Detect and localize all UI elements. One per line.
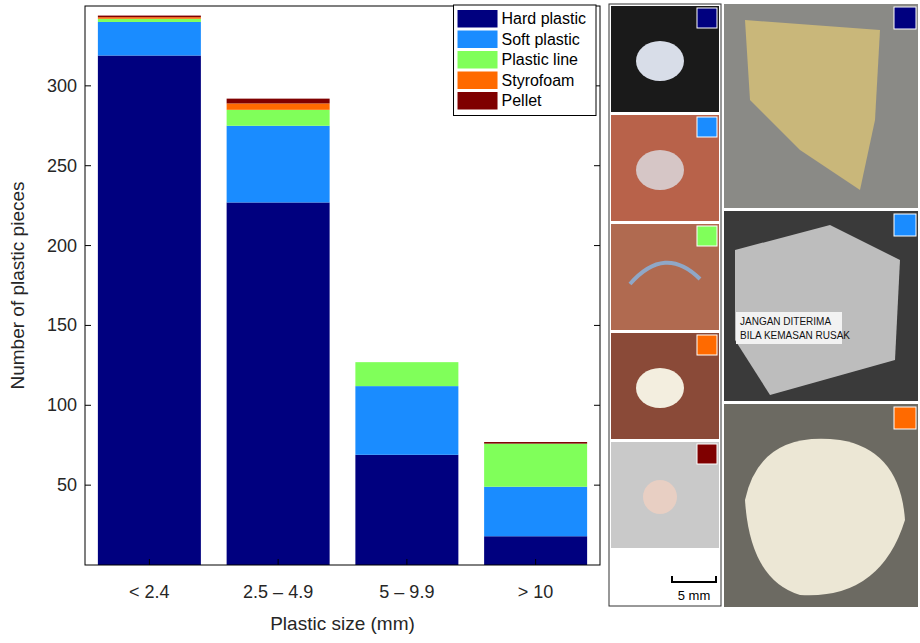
photo bbox=[724, 4, 918, 208]
legend-label: Pellet bbox=[502, 92, 543, 109]
y-tick bbox=[85, 85, 91, 86]
y-tick-label: 300 bbox=[47, 76, 77, 96]
legend-label: Hard plastic bbox=[502, 10, 586, 27]
bars bbox=[98, 16, 587, 565]
photo-object bbox=[636, 368, 684, 408]
legend-box bbox=[454, 5, 596, 116]
y-tick bbox=[594, 165, 600, 166]
x-tick bbox=[149, 559, 150, 565]
y-tick bbox=[594, 245, 600, 246]
photo-type-marker bbox=[697, 226, 717, 246]
photo-panels: 5 mm JANGAN DITERIMA BILA KEMASAN RUSAK bbox=[609, 4, 918, 607]
photo-object bbox=[636, 41, 684, 81]
legend-swatch bbox=[458, 72, 498, 90]
y-tick bbox=[85, 325, 91, 326]
plot-frame bbox=[85, 6, 600, 565]
y-tick-label: 100 bbox=[47, 395, 77, 415]
legend-swatch bbox=[458, 31, 498, 49]
photo-object bbox=[745, 20, 880, 190]
photo bbox=[611, 6, 719, 112]
bar-segment bbox=[227, 99, 330, 104]
photo bbox=[611, 442, 719, 548]
x-tick-label: < 2.4 bbox=[129, 582, 170, 602]
x-tick-label: > 10 bbox=[518, 582, 554, 602]
legend-label: Soft plastic bbox=[502, 31, 580, 48]
bar-segment bbox=[98, 19, 201, 22]
photo-text: BILA KEMASAN RUSAK bbox=[740, 330, 850, 341]
bar-segment bbox=[355, 455, 458, 565]
bar-segment bbox=[355, 386, 458, 455]
y-tick bbox=[85, 165, 91, 166]
photo bbox=[611, 333, 719, 439]
x-tick-label: 2.5 – 4.9 bbox=[243, 582, 313, 602]
photo-object bbox=[643, 480, 677, 514]
bar-segment bbox=[98, 56, 201, 565]
y-tick bbox=[85, 405, 91, 406]
scale-bar bbox=[715, 576, 717, 583]
bar-segment bbox=[227, 110, 330, 126]
bar-segment bbox=[355, 362, 458, 363]
photo-object bbox=[630, 263, 700, 284]
x-tick bbox=[406, 559, 407, 565]
x-tick-label: 5 – 9.9 bbox=[379, 582, 434, 602]
photo-object bbox=[636, 150, 684, 190]
x-tick bbox=[278, 559, 279, 565]
bar-segment bbox=[227, 126, 330, 203]
bar-segment bbox=[484, 442, 587, 444]
bar-segment bbox=[98, 17, 201, 19]
bar-segment bbox=[484, 536, 587, 565]
y-tick-label: 150 bbox=[47, 315, 77, 335]
y-tick bbox=[594, 405, 600, 406]
photo-type-marker bbox=[894, 214, 916, 236]
chart-root: 50 100 150 200 250 300 < 2.4 2.5 – 4.9 5 – 9.9 > … bbox=[0, 0, 920, 643]
y-tick-label: 50 bbox=[57, 475, 77, 495]
bar-segment bbox=[98, 16, 201, 18]
photo-object bbox=[745, 439, 905, 596]
legend-label: Styrofoam bbox=[502, 72, 575, 89]
y-tick bbox=[85, 245, 91, 246]
bar-segment bbox=[227, 103, 330, 109]
bar-segment bbox=[355, 362, 458, 386]
legend-swatch bbox=[458, 92, 498, 110]
photo-type-marker bbox=[894, 407, 916, 429]
y-tick-label: 250 bbox=[47, 156, 77, 176]
legend-swatch bbox=[458, 10, 498, 28]
y-tick-label: 200 bbox=[47, 236, 77, 256]
photo-type-marker bbox=[894, 7, 916, 29]
photo-object bbox=[735, 225, 900, 395]
x-tick bbox=[535, 559, 536, 565]
y-tick bbox=[594, 325, 600, 326]
bar-segment bbox=[484, 444, 587, 487]
legend-swatch bbox=[458, 51, 498, 69]
photo bbox=[611, 224, 719, 330]
bar-segment bbox=[355, 362, 458, 363]
bar-segment bbox=[227, 202, 330, 565]
photo-type-marker bbox=[697, 335, 717, 355]
legend-label: Plastic line bbox=[502, 51, 579, 68]
bar-segment bbox=[98, 22, 201, 56]
scale-bar-label: 5 mm bbox=[678, 588, 711, 603]
photo-type-marker bbox=[697, 444, 717, 464]
photo bbox=[724, 211, 918, 401]
photo-type-marker bbox=[697, 117, 717, 137]
scale-bar bbox=[672, 581, 716, 583]
photo-text: JANGAN DITERIMA bbox=[740, 316, 831, 327]
bar-segment bbox=[484, 487, 587, 537]
y-axis-title: Number of plastic pieces bbox=[7, 181, 28, 389]
y-tick bbox=[594, 485, 600, 486]
photo-column-frame bbox=[609, 4, 721, 606]
x-axis-title: Plastic size (mm) bbox=[270, 613, 415, 634]
y-tick bbox=[85, 485, 91, 486]
photo bbox=[724, 404, 918, 607]
photo bbox=[611, 115, 719, 221]
photo-type-marker bbox=[697, 8, 717, 28]
legend: Hard plastic Soft plastic Plastic line Styr… bbox=[454, 5, 596, 116]
scale-bar bbox=[671, 576, 673, 583]
